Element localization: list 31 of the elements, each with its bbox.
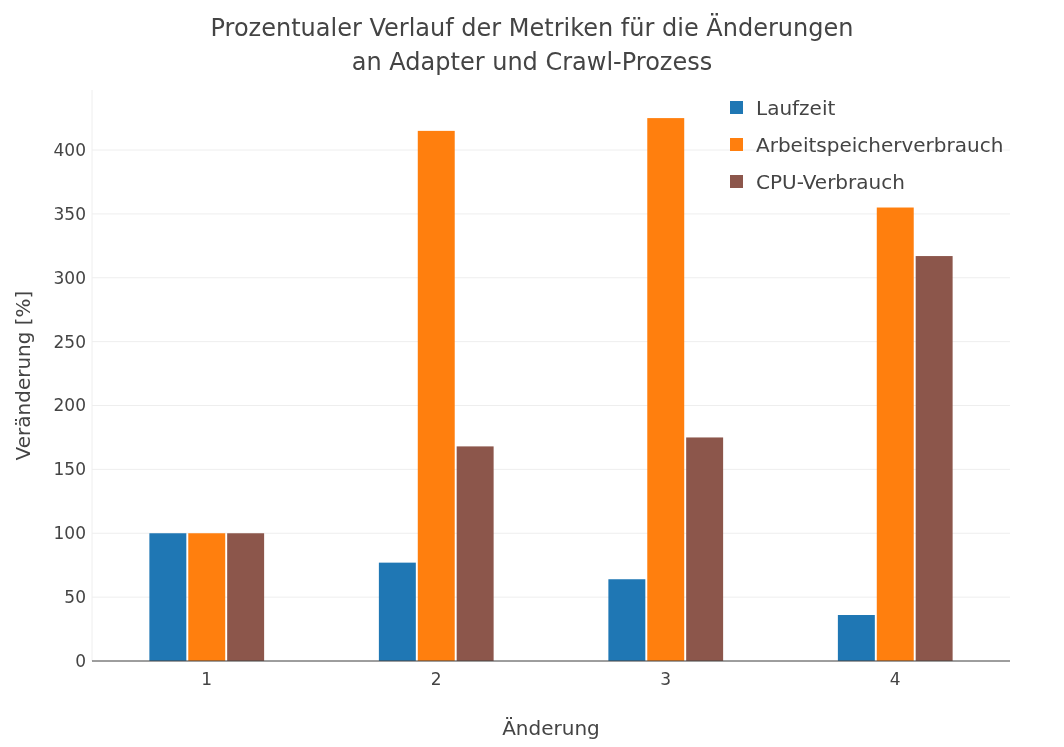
bar — [876, 207, 914, 661]
x-axis-title: Änderung — [502, 716, 600, 740]
chart-title: Prozentualer Verlauf der Metriken für die Änderungen an Adapter und Crawl-Prozess — [210, 13, 854, 76]
bar — [456, 446, 494, 661]
y-tick-label: 150 — [53, 459, 86, 480]
x-tick-label: 2 — [430, 669, 442, 689]
y-tick-label: 200 — [53, 395, 86, 416]
y-tick-label: 250 — [53, 331, 86, 352]
legend-label: Arbeitspeicherverbrauch — [756, 133, 1004, 157]
legend-label: CPU-Verbrauch — [756, 170, 905, 194]
bar — [686, 437, 724, 661]
y-tick-label: 0 — [75, 650, 86, 671]
bar — [837, 615, 875, 661]
bar — [227, 533, 265, 661]
bar — [188, 533, 226, 661]
bar — [647, 118, 685, 661]
y-tick-label: 350 — [53, 203, 86, 224]
x-tick-label: 3 — [660, 669, 672, 689]
bar — [608, 579, 646, 661]
bar — [417, 130, 455, 661]
y-tick-label: 100 — [53, 523, 86, 544]
bar — [915, 256, 953, 661]
x-tick-label: 1 — [201, 669, 213, 689]
y-tick-label: 400 — [53, 139, 86, 160]
legend-label: Laufzeit — [756, 96, 836, 120]
bar — [149, 533, 187, 661]
x-tick-label: 4 — [889, 669, 901, 689]
y-tick-label: 50 — [64, 587, 86, 608]
y-axis-title: Veränderung [%] — [11, 290, 35, 461]
y-tick-label: 300 — [53, 267, 86, 288]
bar — [378, 562, 416, 661]
